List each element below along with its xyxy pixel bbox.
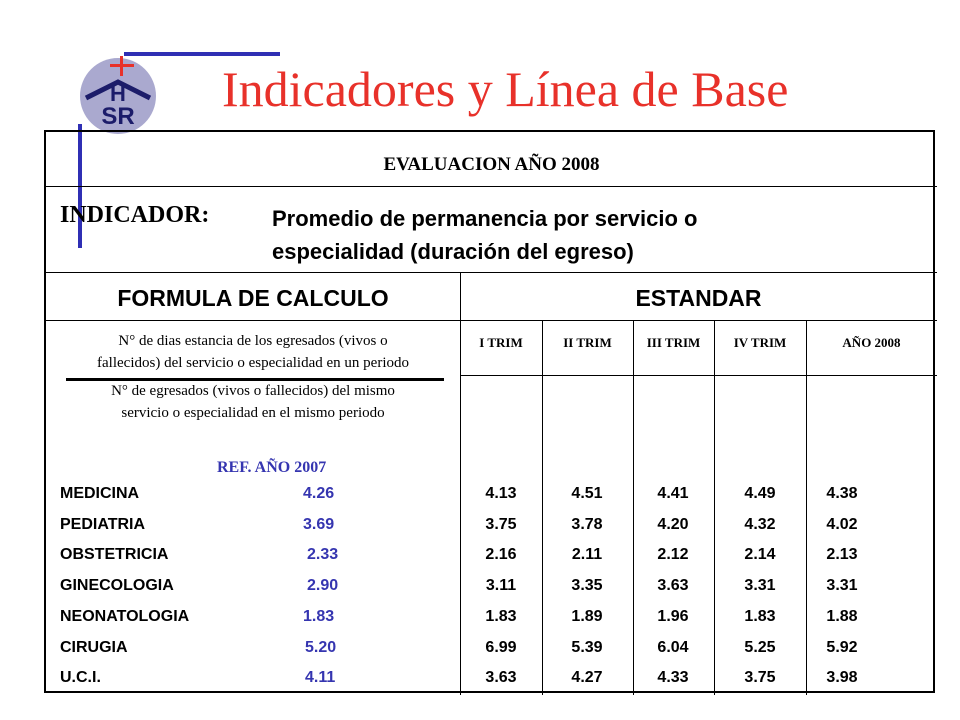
formula-denominator: N° de egresados (vivos o fallecidos) del…: [46, 380, 460, 424]
service-ref-2007: 3.69: [303, 516, 335, 533]
col-divider: [714, 320, 715, 695]
numerator-line-2: fallecidos) del servicio o especialidad …: [97, 355, 409, 371]
service-value-cell: 5.25: [744, 639, 776, 656]
service-value-cell: 3.35: [571, 577, 603, 594]
decor-bar-horizontal: [124, 52, 280, 56]
indicator-line-1: Promedio de permanencia por servicio o: [272, 206, 698, 231]
service-value-cell: 3.78: [571, 516, 603, 533]
period-header-q2: II TRIM: [563, 335, 612, 350]
period-header-q1: I TRIM: [479, 335, 523, 350]
service-ref-2007: 4.26: [303, 485, 335, 502]
service-value-cell: 2.12: [657, 546, 689, 563]
col-divider: [460, 272, 461, 695]
service-ref-2007: 2.33: [307, 546, 339, 563]
service-name: NEONATOLOGIA: [60, 608, 190, 625]
service-value-cell: 3.31: [744, 577, 776, 594]
row-divider: [46, 272, 937, 273]
service-value-cell: 3.31: [826, 577, 858, 594]
service-name: PEDIATRIA: [60, 516, 146, 533]
denominator-line-2: servicio o especialidad en el mismo peri…: [121, 405, 385, 421]
formula-numerator: N° de dias estancia de los egresados (vi…: [46, 330, 460, 374]
service-value-cell: 4.02: [826, 516, 858, 533]
service-value-cell: 2.16: [485, 546, 517, 563]
service-value-cell: 6.99: [485, 639, 517, 656]
service-ref-2007: 1.83: [303, 608, 335, 625]
service-value-cell: 3.63: [485, 669, 517, 686]
service-value-cell: 4.38: [826, 485, 858, 502]
service-value-cell: 4.27: [571, 669, 603, 686]
row-divider: [46, 186, 937, 187]
service-value-cell: 4.49: [744, 485, 776, 502]
service-value-cell: 4.41: [657, 485, 689, 502]
svg-text:SR: SR: [101, 103, 134, 130]
row-divider: [460, 375, 937, 376]
service-value-cell: 3.75: [744, 669, 776, 686]
service-value-cell: 4.20: [657, 516, 689, 533]
page-title: Indicadores y Línea de Base: [222, 61, 789, 117]
denominator-line-1: N° de egresados (vivos o fallecidos) del…: [111, 383, 395, 399]
indicator-line-2: especialidad (duración del egreso): [272, 239, 634, 264]
service-value-cell: 3.75: [485, 516, 517, 533]
service-value-cell: 3.98: [826, 669, 858, 686]
service-value-cell: 5.92: [826, 639, 858, 656]
service-name: GINECOLOGIA: [60, 577, 174, 594]
formula-header: FORMULA DE CALCULO: [117, 285, 389, 311]
indicator-text: Promedio de permanencia por servicio o e…: [272, 202, 912, 268]
service-value-cell: 4.13: [485, 485, 517, 502]
service-value-cell: 3.63: [657, 577, 689, 594]
indicator-table: EVALUACION AÑO 2008 INDICADOR: Promedio …: [44, 130, 937, 695]
service-value-cell: 2.11: [571, 546, 603, 563]
service-value-cell: 1.89: [571, 608, 603, 625]
evaluation-title: EVALUACION AÑO 2008: [383, 154, 600, 175]
service-value-cell: 1.83: [744, 608, 776, 625]
indicator-label: INDICADOR:: [60, 202, 210, 228]
service-value-cell: 4.33: [657, 669, 689, 686]
service-name: CIRUGIA: [60, 639, 128, 656]
service-name: U.C.I.: [60, 669, 101, 686]
svg-text:H: H: [110, 81, 126, 106]
standard-header: ESTANDAR: [635, 285, 762, 311]
service-name: MEDICINA: [60, 485, 140, 502]
service-value-cell: 3.11: [485, 577, 517, 594]
service-name: OBSTETRICIA: [60, 546, 169, 563]
service-value-cell: 4.51: [571, 485, 603, 502]
period-header-q4: IV TRIM: [733, 335, 787, 350]
service-value-cell: 5.39: [571, 639, 603, 656]
col-divider: [633, 320, 634, 695]
service-value-cell: 4.32: [744, 516, 776, 533]
hospital-logo: H SR: [78, 56, 158, 136]
service-value-cell: 2.13: [826, 546, 858, 563]
fraction-bar: [66, 378, 444, 381]
service-ref-2007: 4.11: [305, 669, 336, 686]
col-divider: [806, 320, 807, 695]
service-value-cell: 1.96: [657, 608, 689, 625]
service-ref-2007: 2.90: [307, 577, 339, 594]
period-header-year: AÑO 2008: [842, 335, 901, 350]
row-divider: [46, 320, 937, 321]
reference-year-label: REF. AÑO 2007: [217, 459, 327, 476]
service-value-cell: 1.83: [485, 608, 517, 625]
period-header-q3: III TRIM: [646, 335, 701, 350]
service-ref-2007: 5.20: [305, 639, 337, 656]
numerator-line-1: N° de dias estancia de los egresados (vi…: [118, 333, 388, 349]
service-value-cell: 6.04: [657, 639, 689, 656]
col-divider: [542, 320, 543, 695]
service-value-cell: 1.88: [826, 608, 858, 625]
service-value-cell: 2.14: [744, 546, 776, 563]
